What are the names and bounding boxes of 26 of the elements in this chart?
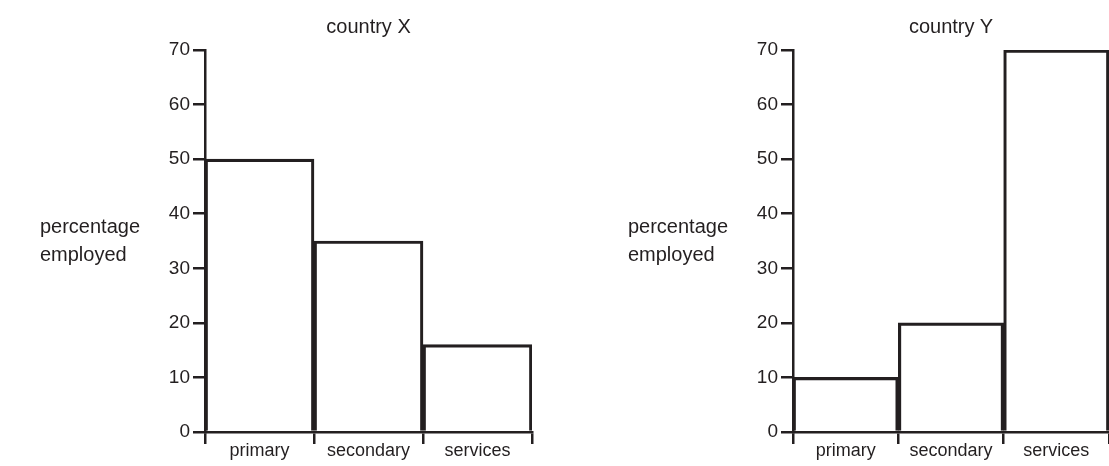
y-axis-title: percentage employed [39,214,140,265]
y-tick-label: 30 [756,256,778,278]
x-tick-label: services [1023,439,1090,460]
chart-title: country X [326,14,411,37]
y-axis-title: percentage employed [627,214,728,265]
y-tick-label: 50 [756,147,778,169]
y-tick-label: 60 [168,92,190,114]
y-tick-label: 0 [179,420,190,442]
y-tick-label: 0 [767,420,778,442]
y-tick-label: 20 [168,311,190,333]
x-tick-label: secondary [326,439,411,460]
y-tick-label: 30 [168,256,190,278]
y-tick-label: 40 [168,201,190,223]
y-tick-label: 40 [756,201,778,223]
y-tick-label: 10 [168,365,190,387]
x-tick-label: services [444,439,511,460]
y-tick-label: 60 [756,92,778,114]
y-tick-label: 70 [168,38,190,60]
x-tick-label: primary [815,439,876,460]
x-tick-label: primary [229,439,290,460]
y-tick-label: 50 [168,147,190,169]
chart-title: country Y [908,14,994,37]
y-tick-label: 10 [756,365,778,387]
x-tick-label: secondary [909,439,993,460]
y-tick-label: 70 [756,38,778,60]
y-tick-label: 20 [756,311,778,333]
